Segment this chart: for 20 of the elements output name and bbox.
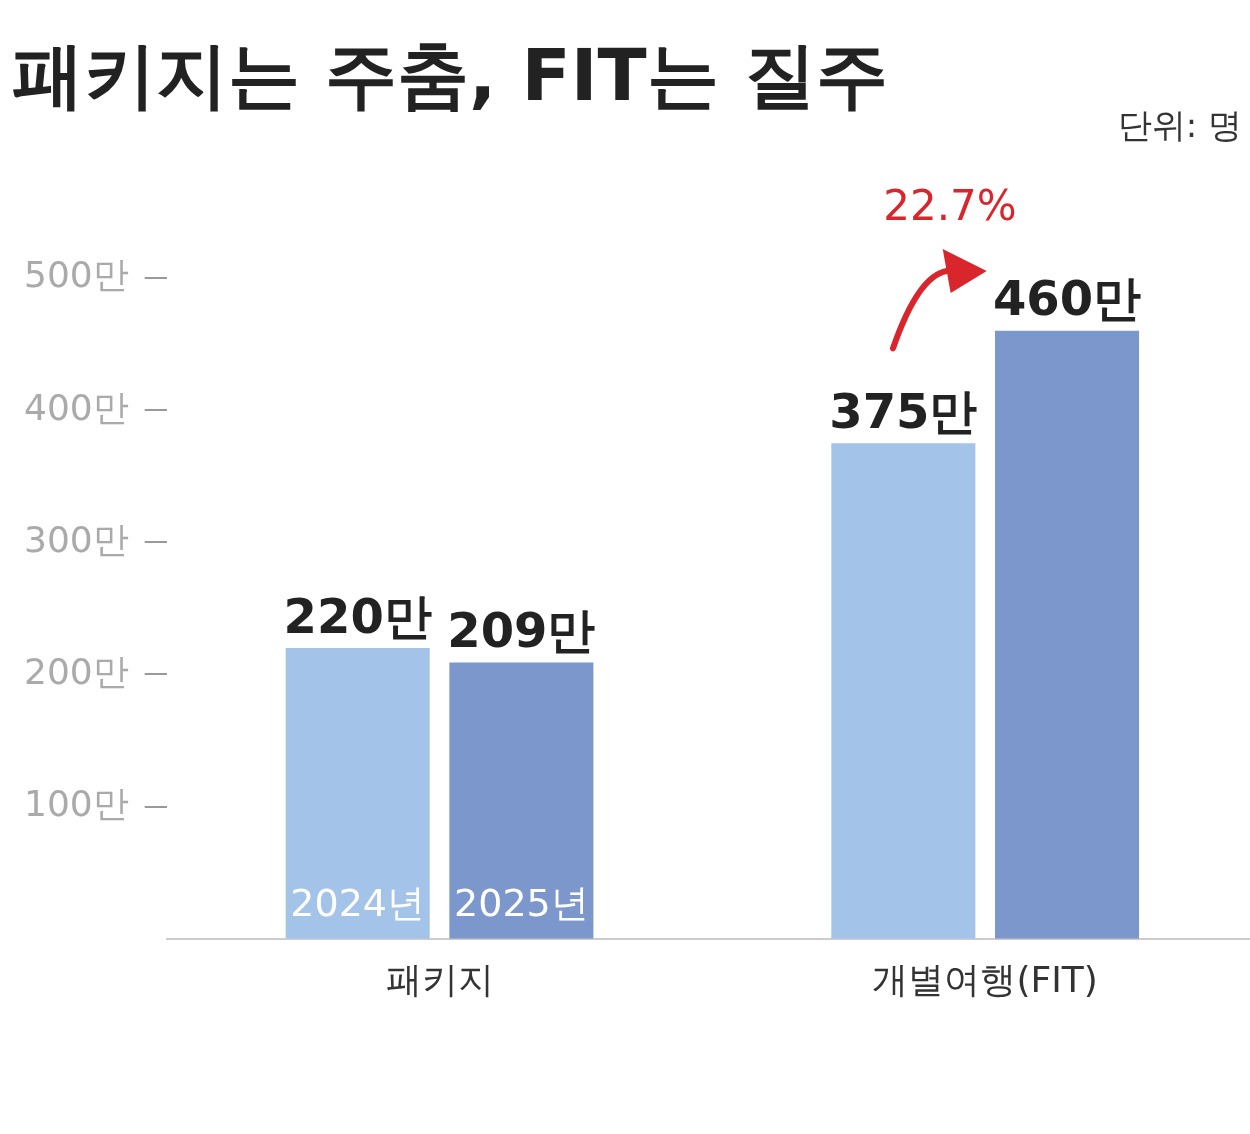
x-tick-label: 패키지 (385, 958, 494, 1000)
y-tick-label: 100만 (23, 783, 129, 824)
chart-title: 패키지는 주춤, FIT는 질주 (12, 32, 888, 119)
y-tick-label: 400만 (23, 386, 129, 428)
x-tick-label: 개별여행(FIT) (872, 958, 1098, 1000)
bar (831, 443, 976, 939)
data-label: 460만 (992, 270, 1142, 327)
series-label: 2025년 (454, 880, 589, 925)
data-label: 375만 (829, 382, 978, 439)
bar (285, 648, 430, 939)
y-tick-label: 500만 (23, 254, 129, 296)
series-label: 2024년 (290, 880, 426, 925)
data-label: 220만 (283, 587, 432, 644)
text: 단위: 명 (1117, 104, 1242, 147)
bar (449, 662, 594, 939)
y-tick-label: 300만 (23, 518, 129, 560)
text: 22.7% (883, 180, 1017, 230)
bar (995, 330, 1140, 939)
data-label: 209만 (447, 602, 596, 659)
y-tick-label: 200만 (23, 650, 129, 692)
